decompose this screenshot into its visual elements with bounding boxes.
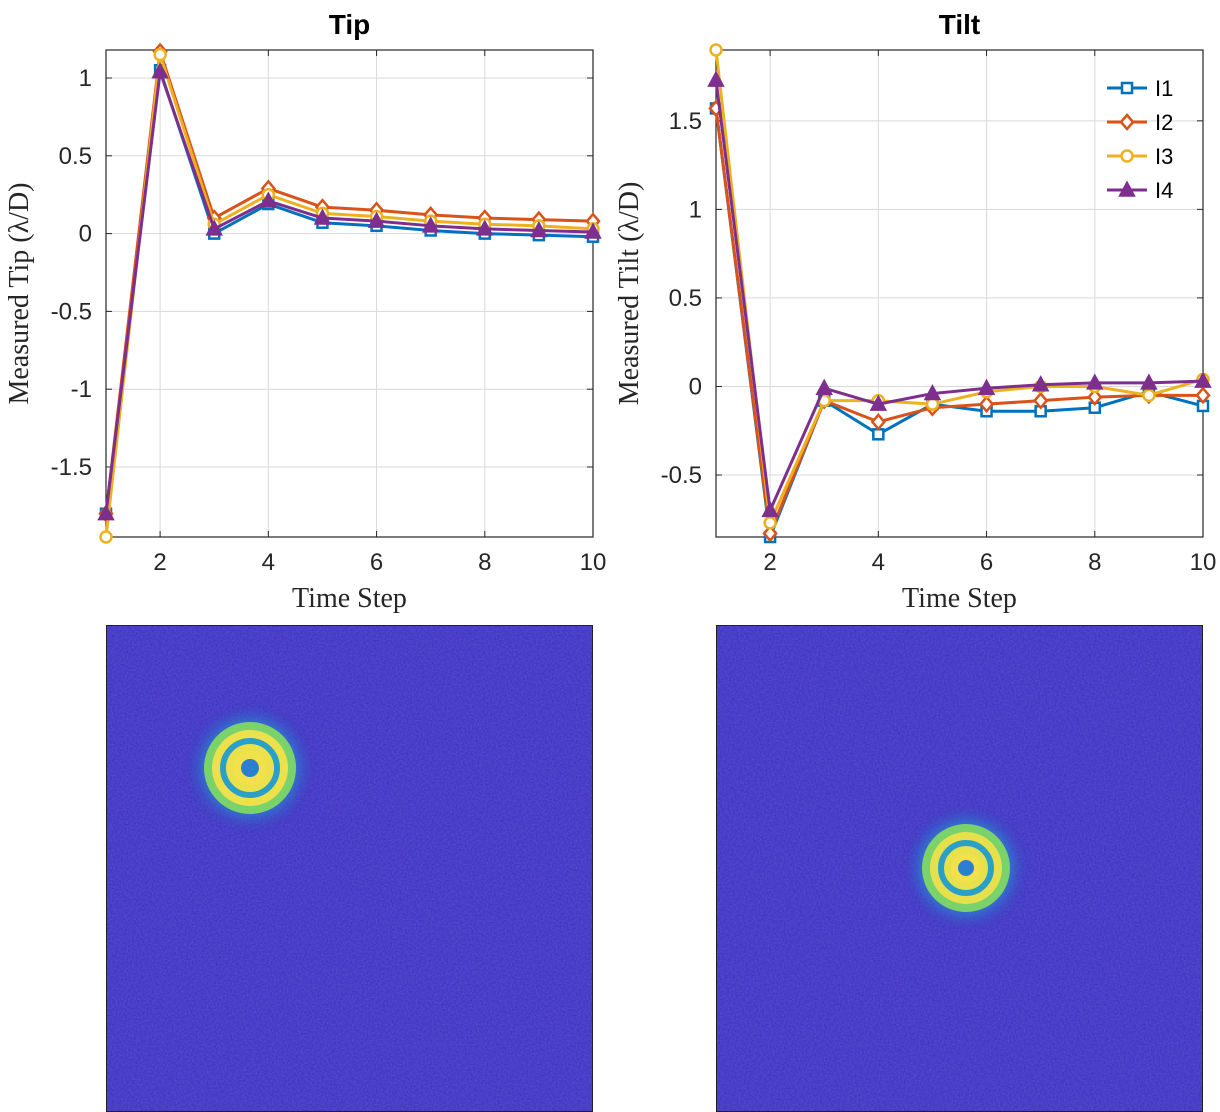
tip-ytick-label: -1 [71,376,92,403]
psf-spot [182,700,318,836]
tilt-legend-marker-I3 [1120,149,1134,163]
tilt-legend-label-I4: I4 [1155,178,1173,203]
tilt-ytick-label: 0 [689,373,702,400]
psf-spot [900,802,1032,934]
tilt-point-I4 [977,378,996,395]
tilt-chart: 2 4 6 8 10 -0.5 0 0.5 1 1.5 Tilt Time Step Measured … [614,9,1217,614]
tilt-point-I4 [815,378,833,395]
tip-xtick-label: 6 [370,549,383,576]
tilt-ytick-label: 0.5 [669,285,702,312]
tilt-series-I4 [707,70,1212,518]
tip-point-I4 [151,62,169,79]
tilt-xtick-label: 8 [1088,549,1101,576]
tip-ytick-label: -1.5 [51,454,92,481]
tip-point-I4 [421,216,440,233]
tilt-axes-box [715,49,1204,538]
tip-xtick-label: 2 [153,549,166,576]
tip-axes-box [105,49,594,538]
tilt-point-I4 [1140,373,1158,390]
tilt-title: Tilt [939,9,980,40]
tip-xtick-label: 10 [580,549,607,576]
tilt-legend-marker-I1 [1120,81,1134,95]
tip-xtick-label: 8 [478,549,491,576]
tilt-ytick-label: 1 [689,196,702,223]
tip-point-I4 [584,222,602,239]
tilt-line-I3 [714,49,1204,525]
tilt-legend-label-I2: I2 [1155,110,1173,135]
tilt-point-I3 [763,516,777,530]
tilt-point-I4 [1031,375,1050,392]
tip-ylabel: Measured Tip (λ/D) [4,182,35,404]
tip-ytick-label: -0.5 [51,298,92,325]
tilt-point-I2 [870,412,886,431]
tilt-xtick-label: 10 [1190,549,1217,576]
tilt-legend-marker-I4 [1118,180,1136,197]
tilt-xtick-label: 6 [980,549,993,576]
tilt-line-I2 [714,108,1203,535]
tilt-point-I2 [978,395,995,414]
tilt-legend-label-I1: I1 [1155,76,1173,101]
tilt-line-I1 [714,108,1204,539]
tilt-point-I2 [1033,391,1049,410]
tilt-point-I3 [1142,388,1156,403]
tilt-point-I4 [869,394,888,411]
tilt-legend: I1 I2 I3 I4 [1107,76,1173,203]
tip-point-I4 [97,504,115,521]
tip-ytick-label: 0 [79,221,92,248]
tip-xtick-label: 4 [262,549,275,576]
tilt-point-I2 [762,524,778,543]
tilt-legend-marker-I2 [1119,113,1135,131]
tilt-xlabel: Time Step [902,583,1017,614]
tip-psf-image [106,625,593,1112]
tilt-ytick-label: 1.5 [669,108,702,135]
tip-point-I4 [367,211,386,228]
tip-point-I3 [99,530,113,544]
tilt-point-I4 [1194,371,1212,388]
tip-point-I4 [205,219,223,236]
tilt-point-I4 [1086,373,1104,390]
tilt-point-I3 [925,397,940,411]
tip-chart: 2 4 6 8 10 -1.5 -1 -0.5 0 0.5 1 Tip Time Step Measure… [4,9,607,614]
tilt-ytick-label: -0.5 [661,462,702,489]
tilt-line-I4 [714,79,1204,512]
tilt-xtick-label: 4 [872,549,885,576]
tilt-psf-image [716,625,1203,1112]
tilt-point-I3 [709,43,723,57]
tip-series-I4 [97,62,602,521]
tip-title: Tip [329,9,370,40]
tilt-point-I4 [923,383,942,401]
tip-line-I3 [104,53,594,538]
tilt-legend-label-I3: I3 [1155,144,1173,169]
tilt-xtick-label: 2 [763,549,776,576]
tip-point-I3 [153,47,167,62]
tip-xlabel: Time Step [292,583,407,614]
tip-line-I4 [104,70,594,514]
tilt-series-I3 [709,43,1210,530]
tilt-point-I4 [707,70,725,87]
tip-point-I4 [313,208,332,225]
tip-point-I4 [476,219,494,236]
tilt-point-I2 [1087,388,1103,407]
tilt-point-I4 [761,500,779,518]
tip-point-I4 [530,220,548,238]
tilt-ylabel: Measured Tilt (λ/D) [614,182,645,406]
tip-ytick-label: 0.5 [59,143,92,170]
tilt-point-I2 [1195,386,1211,405]
tip-ytick-label: 1 [79,65,92,92]
tip-point-I4 [259,191,278,208]
